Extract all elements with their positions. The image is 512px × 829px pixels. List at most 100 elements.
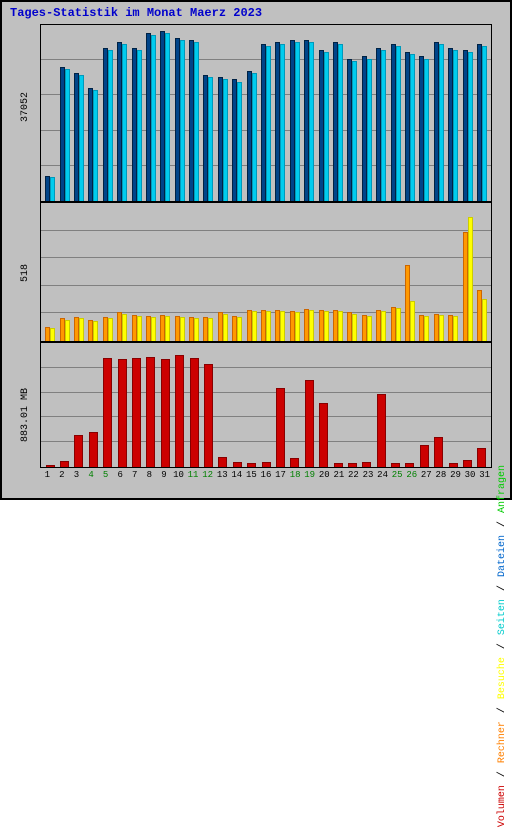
day-slot: [72, 25, 86, 201]
x-tick: 15: [244, 470, 259, 494]
bar: [477, 448, 486, 467]
x-tick: 6: [113, 470, 128, 494]
bar: [324, 311, 329, 341]
bar: [118, 359, 127, 467]
bar: [122, 314, 127, 341]
ylabel-top: 37052: [20, 92, 31, 122]
x-tick: 13: [215, 470, 230, 494]
bar: [276, 388, 285, 467]
day-slot: [216, 203, 230, 341]
day-slot: [187, 343, 201, 467]
bar: [338, 44, 343, 201]
bar: [146, 357, 155, 467]
bar: [132, 358, 141, 467]
day-slot: [273, 343, 287, 467]
bar: [420, 445, 429, 467]
day-slot: [158, 25, 172, 201]
bar: [381, 50, 386, 201]
day-slot: [288, 25, 302, 201]
x-tick: 28: [434, 470, 449, 494]
bar: [266, 46, 271, 201]
bar: [208, 77, 213, 201]
bar: [65, 69, 70, 201]
x-axis: 1234567891011121314151617181920212223242…: [40, 470, 492, 494]
day-slot: [101, 25, 115, 201]
x-tick: 12: [200, 470, 215, 494]
bar: [175, 355, 184, 467]
bar: [194, 42, 199, 201]
day-slot: [115, 343, 129, 467]
day-slot: [345, 203, 359, 341]
bar: [165, 316, 170, 341]
day-slot: [173, 203, 187, 341]
bar: [348, 463, 357, 467]
bar: [396, 308, 401, 341]
day-slot: [230, 203, 244, 341]
bar: [362, 462, 371, 467]
day-slot: [230, 25, 244, 201]
bar: [449, 463, 458, 467]
bar: [74, 435, 83, 467]
day-slot: [86, 203, 100, 341]
bar: [334, 463, 343, 467]
bar: [463, 460, 472, 467]
bar: [391, 463, 400, 467]
day-slot: [388, 203, 402, 341]
bar: [165, 33, 170, 201]
day-slot: [432, 25, 446, 201]
day-slot: [187, 203, 201, 341]
day-slot: [273, 203, 287, 341]
ylabel-bot: 883.01 MB: [20, 388, 31, 442]
panel-bot: [40, 342, 492, 468]
day-slot: [374, 343, 388, 467]
day-slot: [259, 25, 273, 201]
day-slot: [403, 203, 417, 341]
bar: [50, 328, 55, 341]
bar: [309, 310, 314, 341]
x-tick: 26: [404, 470, 419, 494]
day-slot: [57, 343, 71, 467]
day-slot: [302, 343, 316, 467]
panel-mid: [40, 202, 492, 342]
day-slot: [475, 25, 489, 201]
bar: [108, 50, 113, 201]
bar: [468, 52, 473, 201]
day-slot: [101, 343, 115, 467]
day-slot: [57, 25, 71, 201]
legend-item: Volumen: [497, 784, 508, 828]
bar: [266, 311, 271, 341]
day-slot: [388, 25, 402, 201]
day-slot: [446, 25, 460, 201]
bar: [424, 316, 429, 341]
day-slot: [144, 25, 158, 201]
x-tick: 7: [127, 470, 142, 494]
day-slot: [201, 343, 215, 467]
day-slot: [302, 203, 316, 341]
day-slot: [144, 343, 158, 467]
day-slot: [345, 25, 359, 201]
bar: [252, 311, 257, 341]
bar: [405, 463, 414, 467]
x-tick: 8: [142, 470, 157, 494]
bar: [89, 432, 98, 467]
bar: [377, 394, 386, 467]
day-slot: [86, 343, 100, 467]
bar: [252, 73, 257, 201]
x-tick: 10: [171, 470, 186, 494]
bar: [93, 321, 98, 341]
bar: [424, 59, 429, 201]
day-slot: [259, 203, 273, 341]
bar: [290, 458, 299, 467]
bar: [194, 318, 199, 341]
x-tick: 5: [98, 470, 113, 494]
x-tick: 21: [332, 470, 347, 494]
day-slot: [460, 203, 474, 341]
day-slot: [345, 343, 359, 467]
x-tick: 3: [69, 470, 84, 494]
panel-top: [40, 24, 492, 202]
day-slot: [115, 25, 129, 201]
day-slot: [115, 203, 129, 341]
legend-separator: /: [497, 514, 508, 534]
x-tick: 31: [477, 470, 492, 494]
day-slot: [374, 25, 388, 201]
